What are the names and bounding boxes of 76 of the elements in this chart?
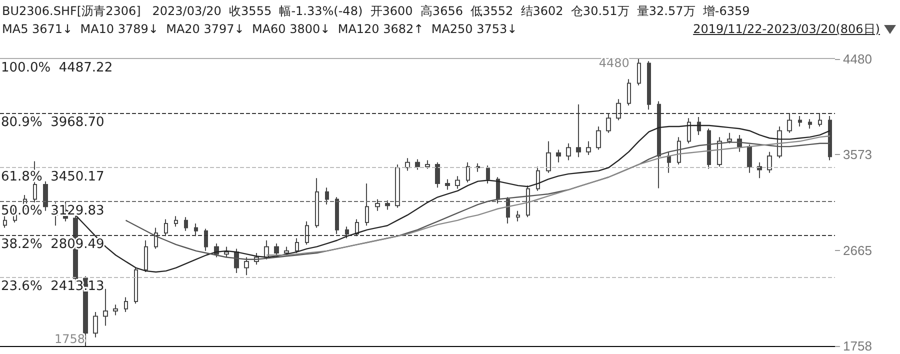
candlestick <box>103 288 108 326</box>
candlestick <box>496 176 500 204</box>
candlestick <box>798 115 802 128</box>
candlestick <box>707 128 711 170</box>
text: BU2306.SHF[沥青2306] 2023/03/20 收3555 幅-1.33%(-48) 开3600 高3656 低3552 结3602 仓30.51万 量32.57万 增-6359 <box>2 3 750 20</box>
candlestick <box>435 162 440 188</box>
y-tick-label: 4480 <box>843 52 872 67</box>
candlestick <box>315 178 319 228</box>
candlestick <box>385 200 390 210</box>
candlestick <box>3 214 7 228</box>
candlestick <box>747 144 752 174</box>
candlestick <box>445 178 450 190</box>
candlestick <box>93 312 98 338</box>
candlestick <box>536 166 540 192</box>
candlestick <box>305 220 309 246</box>
text: 2019/11/22-2023/03/20(806日) <box>693 21 880 38</box>
candlestick <box>295 238 299 254</box>
candlestick <box>144 240 148 272</box>
annotation: 4480 <box>598 56 630 70</box>
candlestick <box>335 196 339 235</box>
candlestick <box>345 226 349 239</box>
candlestick <box>787 113 792 134</box>
candlestick <box>647 60 651 110</box>
candlestick <box>113 304 118 316</box>
y-tick-label: 1758 <box>843 338 872 354</box>
candlestick <box>174 216 178 228</box>
candlestick <box>395 164 400 208</box>
candlestick <box>224 246 229 258</box>
line-series <box>266 135 831 256</box>
candlestick <box>194 223 198 237</box>
candlestick <box>415 158 420 170</box>
candlestick <box>606 113 611 134</box>
y-tick-label: 3573 <box>843 147 872 162</box>
y-tick-label: 2665 <box>843 242 872 258</box>
candlestick <box>828 115 832 161</box>
candlestick <box>355 218 359 237</box>
candlestick <box>767 151 772 174</box>
annotation: 1758 <box>54 332 86 346</box>
candlestick <box>375 198 380 212</box>
candlestick <box>164 218 168 237</box>
candlestick <box>657 100 661 189</box>
candlestick <box>596 126 601 150</box>
candlestick <box>616 98 621 121</box>
candlestick <box>244 256 249 276</box>
candlestick <box>506 196 510 224</box>
ref-line-label: 100.0% 4487.22 <box>1 60 113 76</box>
candlestick <box>124 296 128 313</box>
candlestick <box>204 228 208 252</box>
candlestick <box>818 113 822 128</box>
candlestick <box>687 118 691 144</box>
candlestick <box>516 210 520 222</box>
ref-line-label: 80.9% 3968.70 <box>1 114 104 130</box>
candlestick <box>576 104 581 158</box>
candlestick <box>405 158 410 172</box>
candlestick <box>134 267 138 304</box>
candlestick <box>184 216 188 232</box>
candlestick <box>808 118 812 130</box>
candlestick <box>486 165 490 184</box>
candlestick <box>627 78 631 106</box>
text: MA5 3671↓ MA10 3789↓ MA20 3797↓ MA60 3800↓ MA120 3682↑ MA250 3753↓ <box>2 22 518 36</box>
candlestick <box>466 162 470 183</box>
candlestick <box>667 151 671 174</box>
candlestick <box>43 180 48 212</box>
candlestick <box>677 136 681 165</box>
candlestick <box>637 58 641 86</box>
candlestick <box>757 162 762 179</box>
candlestick <box>455 176 460 190</box>
candlestick <box>586 140 591 156</box>
candlestick <box>546 140 551 174</box>
candlestick <box>325 187 329 206</box>
candlestick <box>556 149 561 163</box>
candlestick <box>365 182 369 226</box>
candlestick <box>727 132 732 144</box>
candlestick <box>425 160 430 170</box>
candlestick <box>566 142 571 161</box>
candlestick <box>697 116 701 136</box>
